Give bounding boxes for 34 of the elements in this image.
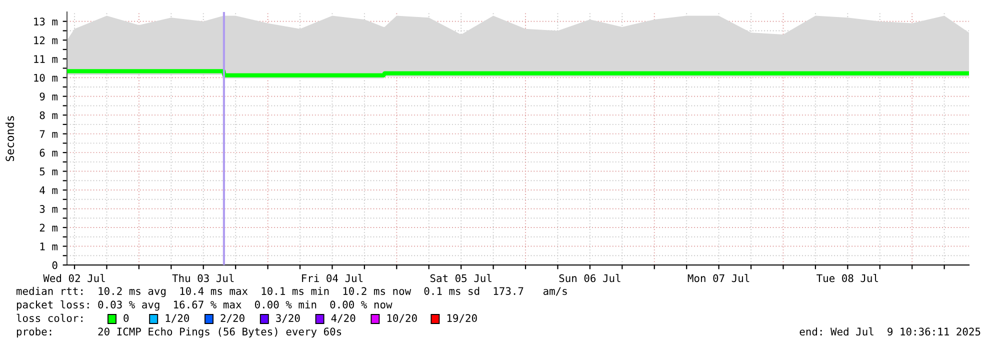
text: probe: 20 ICMP Echo Pings (56 Bytes) every 60s	[16, 327, 342, 338]
x-tick-label: Sun 06 Jul	[559, 274, 620, 282]
y-tick-label: 0	[52, 261, 58, 270]
y-tick-label: 2 m	[40, 224, 58, 232]
legend-label: 19/20	[447, 314, 477, 323]
y-tick-label: 5 m	[40, 168, 58, 176]
y-axis-title: Seconds	[5, 116, 14, 162]
y-tick-label: 6 m	[40, 148, 58, 157]
legend-label: 10/20	[387, 314, 417, 323]
x-tick-label: Fri 04 Jul	[302, 274, 363, 282]
y-tick-label: 1 m	[40, 242, 58, 250]
y-tick-label: 8 m	[40, 111, 58, 120]
y-tick-label: 13 m	[34, 18, 58, 26]
y-tick-label: 9 m	[40, 92, 58, 100]
y-tick-label: 12 m	[34, 36, 58, 44]
legend-title: loss color:	[16, 314, 82, 322]
text: packet loss: 0.03 % avg 16.67 % max 0.00 % min 0.00 % now	[16, 300, 392, 311]
legend-label: 2/20	[220, 314, 244, 323]
x-tick-label: Thu 03 Jul	[172, 274, 234, 282]
y-tick-label: 3 m	[40, 205, 58, 213]
legend-label: 1/20	[166, 314, 190, 323]
text: median rtt: 10.2 ms avg 10.4 ms max 10.1 ms min 10.2 ms now 0.1 ms sd 173.7 am/s	[16, 286, 567, 298]
legend-label: 0	[124, 314, 129, 322]
text: end: Wed Jul 9 10:36:11 2025	[800, 327, 980, 336]
legend-label: 4/20	[331, 314, 356, 323]
x-tick-label: Wed 02 Jul	[43, 274, 105, 282]
y-tick-label: 10 m	[34, 74, 58, 82]
x-tick-label: Sat 05 Jul	[430, 274, 492, 282]
y-tick-label: 7 m	[40, 130, 58, 138]
y-tick-label: 4 m	[40, 186, 58, 194]
x-tick-label: Tue 08 Jul	[816, 274, 878, 282]
legend-label: 3/20	[276, 314, 300, 323]
y-tick-label: 11 m	[34, 55, 58, 63]
x-tick-label: Mon 07 Jul	[688, 274, 750, 282]
